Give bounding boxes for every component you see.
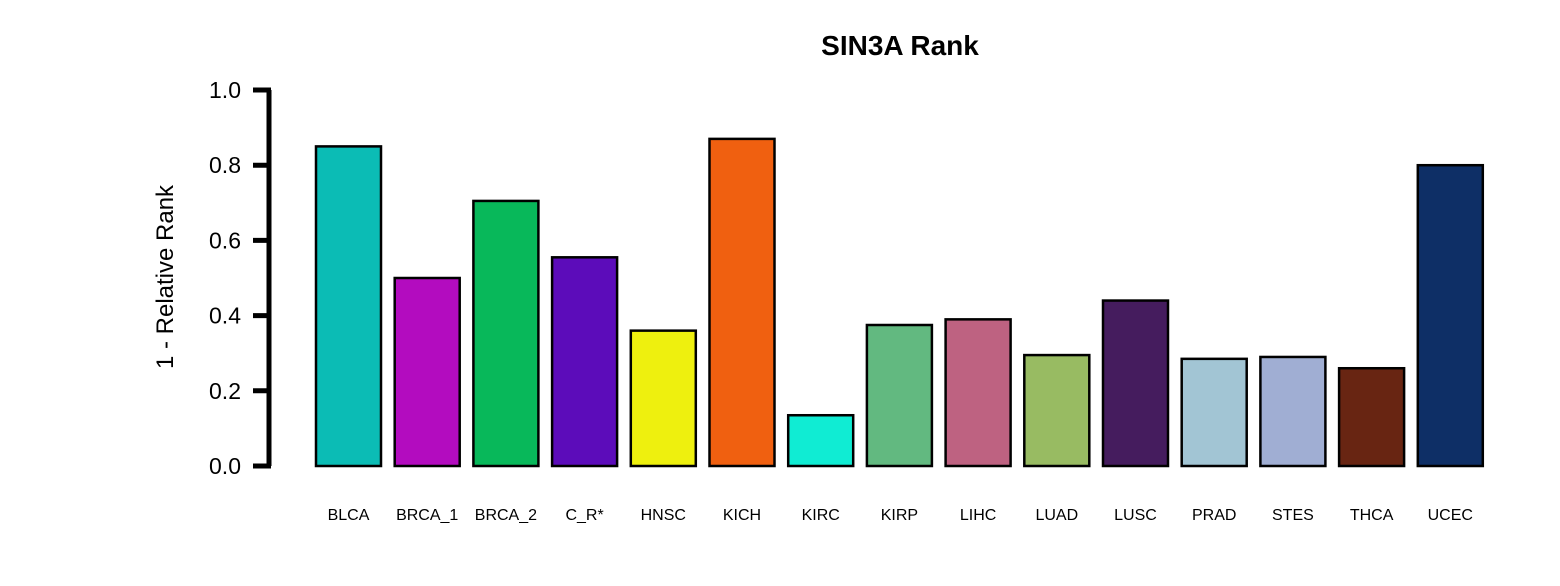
- x-axis-labels: BLCA BRCA_1 BRCA_2 C_R* HNSC KICH KIRC KIRP LIHC…: [328, 507, 1473, 524]
- x-tick-label: KICH: [723, 507, 761, 524]
- x-tick-label: UCEC: [1428, 507, 1473, 524]
- bar-blca: [314, 145, 383, 468]
- x-tick-label: LUSC: [1114, 507, 1157, 524]
- y-tick-label: 0.0: [209, 453, 241, 479]
- bar-luad: [1023, 353, 1091, 468]
- bar-stes: [1259, 355, 1327, 468]
- bar-brca-1: [393, 276, 461, 468]
- x-tick-label: C_R*: [565, 507, 603, 524]
- y-tick-label: 0.4: [209, 303, 241, 329]
- x-tick-label: PRAD: [1192, 507, 1236, 524]
- x-tick-label: LUAD: [1035, 507, 1078, 524]
- x-tick-label: HNSC: [641, 507, 686, 524]
- x-tick-label: BRCA_1: [396, 507, 458, 524]
- bar-hnsc: [629, 329, 698, 468]
- x-tick-label: KIRP: [881, 507, 918, 524]
- bar-thca: [1337, 366, 1406, 468]
- bar-kirp: [865, 323, 934, 468]
- x-tick-label: STES: [1272, 507, 1314, 524]
- bar-c-r: [550, 256, 619, 468]
- y-tick-label: 1.0: [209, 77, 241, 103]
- bars: [314, 137, 1485, 468]
- bar-ucec: [1416, 163, 1485, 468]
- y-tick-label: 0.6: [209, 227, 241, 253]
- chart-title: SIN3A Rank: [821, 30, 979, 61]
- x-tick-label: BRCA_2: [475, 507, 537, 524]
- bar-lusc: [1101, 299, 1170, 468]
- y-axis: 0.0 0.2 0.4 0.6 0.8 1.0: [209, 77, 272, 479]
- y-axis-label: 1 - Relative Rank: [152, 184, 179, 369]
- bar-lihc: [944, 318, 1012, 468]
- bar-brca-2: [472, 199, 540, 468]
- y-tick-label: 0.2: [209, 378, 241, 404]
- bar-kirc: [786, 413, 855, 468]
- x-tick-label: BLCA: [328, 507, 370, 524]
- x-tick-label: KIRC: [802, 507, 840, 524]
- x-tick-label: LIHC: [960, 507, 996, 524]
- y-tick-label: 0.8: [209, 152, 241, 178]
- bar-prad: [1180, 357, 1248, 468]
- x-tick-label: THCA: [1350, 507, 1394, 524]
- bar-kich: [708, 137, 776, 468]
